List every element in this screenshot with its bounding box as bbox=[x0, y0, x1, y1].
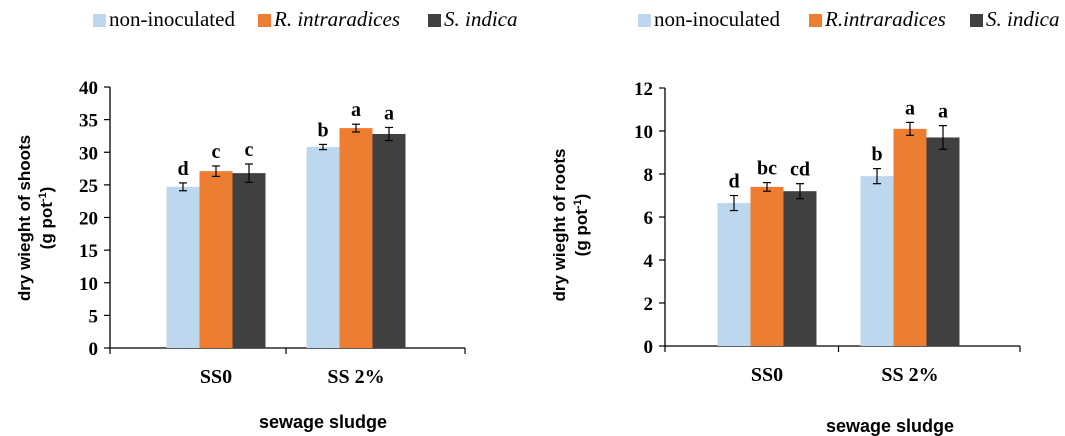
bar bbox=[372, 133, 406, 348]
y-tick-label: 15 bbox=[79, 241, 98, 262]
significance-letter: a bbox=[905, 97, 915, 119]
significance-letter: b bbox=[871, 144, 882, 166]
y-tick-label: 6 bbox=[644, 208, 654, 229]
legend-label: R. intraradices bbox=[273, 7, 400, 31]
legend: non-inoculated R.intraradices S. indica bbox=[638, 7, 1060, 31]
significance-letter: bc bbox=[757, 158, 777, 180]
y-axis-title-close: ) bbox=[572, 194, 591, 200]
bar bbox=[717, 203, 751, 346]
legend-swatch bbox=[638, 14, 651, 27]
y-axis-title-superscript: -1 bbox=[572, 199, 584, 209]
y-axis-title-line2: (g pot bbox=[572, 209, 591, 257]
y-tick-label: 30 bbox=[79, 143, 98, 164]
x-axis-title: sewage sludge bbox=[259, 412, 387, 432]
legend-label: S. indica bbox=[986, 7, 1060, 31]
legend-swatch bbox=[258, 14, 271, 27]
bar bbox=[199, 171, 233, 348]
bar bbox=[860, 176, 894, 346]
x-category-label: SS 2% bbox=[327, 366, 384, 388]
x-category-label: SS0 bbox=[751, 364, 783, 386]
y-tick-label: 10 bbox=[634, 122, 653, 143]
legend-swatch bbox=[428, 14, 441, 27]
y-axis-title: dry wieght of shoots (g pot-1) bbox=[15, 135, 56, 301]
x-category-label: SS0 bbox=[200, 366, 232, 388]
significance-letter: cd bbox=[790, 159, 810, 181]
significance-letter: c bbox=[212, 141, 221, 163]
significance-letter: a bbox=[351, 99, 361, 121]
bar bbox=[306, 147, 340, 348]
significance-letter: d bbox=[177, 158, 188, 180]
y-axis-title-line1: dry wieght of roots bbox=[550, 149, 569, 302]
legend-label: non-inoculated bbox=[654, 7, 780, 31]
y-tick-label: 25 bbox=[79, 176, 98, 197]
y-tick-label: 40 bbox=[79, 78, 98, 99]
y-axis-title: dry wieght of roots (g pot-1) bbox=[550, 149, 591, 302]
legend-label: R.intraradices bbox=[824, 7, 946, 31]
significance-letter: a bbox=[384, 102, 394, 124]
bar bbox=[893, 128, 927, 346]
y-axis-title-line2: (g pot bbox=[37, 202, 56, 250]
y-axis-title-close: ) bbox=[37, 187, 56, 193]
y-tick-label: 0 bbox=[644, 337, 654, 358]
legend-label: non-inoculated bbox=[109, 7, 235, 31]
y-tick-label: 35 bbox=[79, 111, 98, 132]
x-category-label: SS 2% bbox=[881, 364, 938, 386]
y-tick-label: 5 bbox=[89, 306, 99, 327]
y-tick-label: 12 bbox=[634, 79, 653, 100]
chart-1: non-inoculated R. intraradices S. indica dr… bbox=[15, 7, 518, 432]
significance-letter: a bbox=[938, 101, 948, 123]
y-tick-label: 0 bbox=[89, 339, 99, 360]
bar bbox=[750, 186, 784, 346]
significance-letter: c bbox=[245, 139, 254, 161]
legend-swatch bbox=[970, 14, 983, 27]
y-tick-label: 4 bbox=[644, 251, 654, 272]
legend-swatch bbox=[93, 14, 106, 27]
legend-swatch bbox=[809, 14, 822, 27]
bar bbox=[339, 128, 373, 348]
significance-letter: b bbox=[317, 119, 328, 141]
y-tick-label: 20 bbox=[79, 209, 98, 230]
y-tick-label: 2 bbox=[644, 294, 654, 315]
x-axis-title: sewage sludge bbox=[826, 416, 954, 436]
bar bbox=[783, 191, 817, 346]
chart-2: non-inoculated R.intraradices S. indica dry… bbox=[550, 7, 1060, 436]
bar bbox=[232, 173, 266, 348]
y-axis-title-line1: dry wieght of shoots bbox=[15, 135, 34, 301]
legend: non-inoculated R. intraradices S. indica bbox=[93, 7, 518, 31]
bar bbox=[166, 186, 200, 348]
y-axis-title-superscript: -1 bbox=[37, 192, 49, 202]
bar bbox=[926, 137, 960, 346]
y-tick-label: 8 bbox=[644, 165, 654, 186]
significance-letter: d bbox=[728, 171, 739, 193]
legend-label: S. indica bbox=[444, 7, 518, 31]
y-tick-label: 10 bbox=[79, 274, 98, 295]
